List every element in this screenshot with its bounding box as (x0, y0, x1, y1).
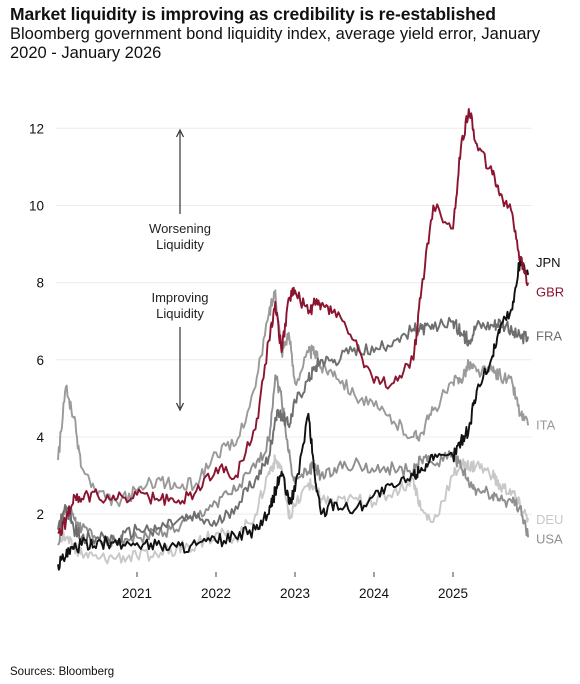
y-tick-label-8: 8 (36, 276, 44, 291)
worsening-arrowhead (175, 128, 185, 138)
y-axis-ticks: 2 4 6 8 10 12 (29, 121, 45, 522)
series-label-ita: ITA (536, 417, 556, 432)
series-line-usa (57, 374, 530, 548)
x-tick-label-2022: 2022 (201, 586, 231, 601)
x-tick-label-2021: 2021 (122, 586, 152, 601)
series-label-deu: DEU (536, 512, 563, 527)
worsening-label-line1: Worsening (149, 221, 211, 236)
worsening-label-line2: Liquidity (156, 237, 204, 252)
series-line-deu (57, 454, 530, 565)
y-tick-label-10: 10 (29, 198, 44, 213)
x-tick-label-2024: 2024 (359, 586, 390, 601)
improving-label-line2: Liquidity (156, 306, 204, 321)
y-tick-label-6: 6 (36, 353, 44, 368)
series-label-fra: FRA (536, 329, 562, 344)
x-axis-ticks: 2021 2022 2023 2024 2025 (122, 572, 468, 601)
improving-label-line1: Improving (151, 290, 208, 305)
y-tick-label-2: 2 (36, 507, 44, 522)
y-tick-label-4: 4 (36, 430, 44, 445)
chart-subtitle: Bloomberg government bond liquidity inde… (10, 25, 541, 62)
series-line-gbr (57, 108, 530, 537)
series-labels: DEU USA ITA FRA JPN GBR (536, 255, 564, 546)
source-note: Sources: Bloomberg (10, 666, 115, 678)
gridlines (56, 127, 532, 515)
series-label-gbr: GBR (536, 285, 564, 300)
series-label-usa: USA (536, 531, 563, 546)
x-tick-label-2025: 2025 (438, 586, 468, 601)
series-line-jpn (57, 258, 530, 571)
series-label-jpn: JPN (536, 255, 561, 270)
improving-arrowhead (175, 402, 185, 412)
x-tick-label-2023: 2023 (280, 586, 310, 601)
series-line-fra (57, 316, 530, 546)
series-lines (57, 108, 530, 571)
series-line-ita (57, 289, 530, 508)
chart-title: Market liquidity is improving as credibi… (10, 4, 496, 24)
y-tick-label-12: 12 (29, 121, 44, 136)
